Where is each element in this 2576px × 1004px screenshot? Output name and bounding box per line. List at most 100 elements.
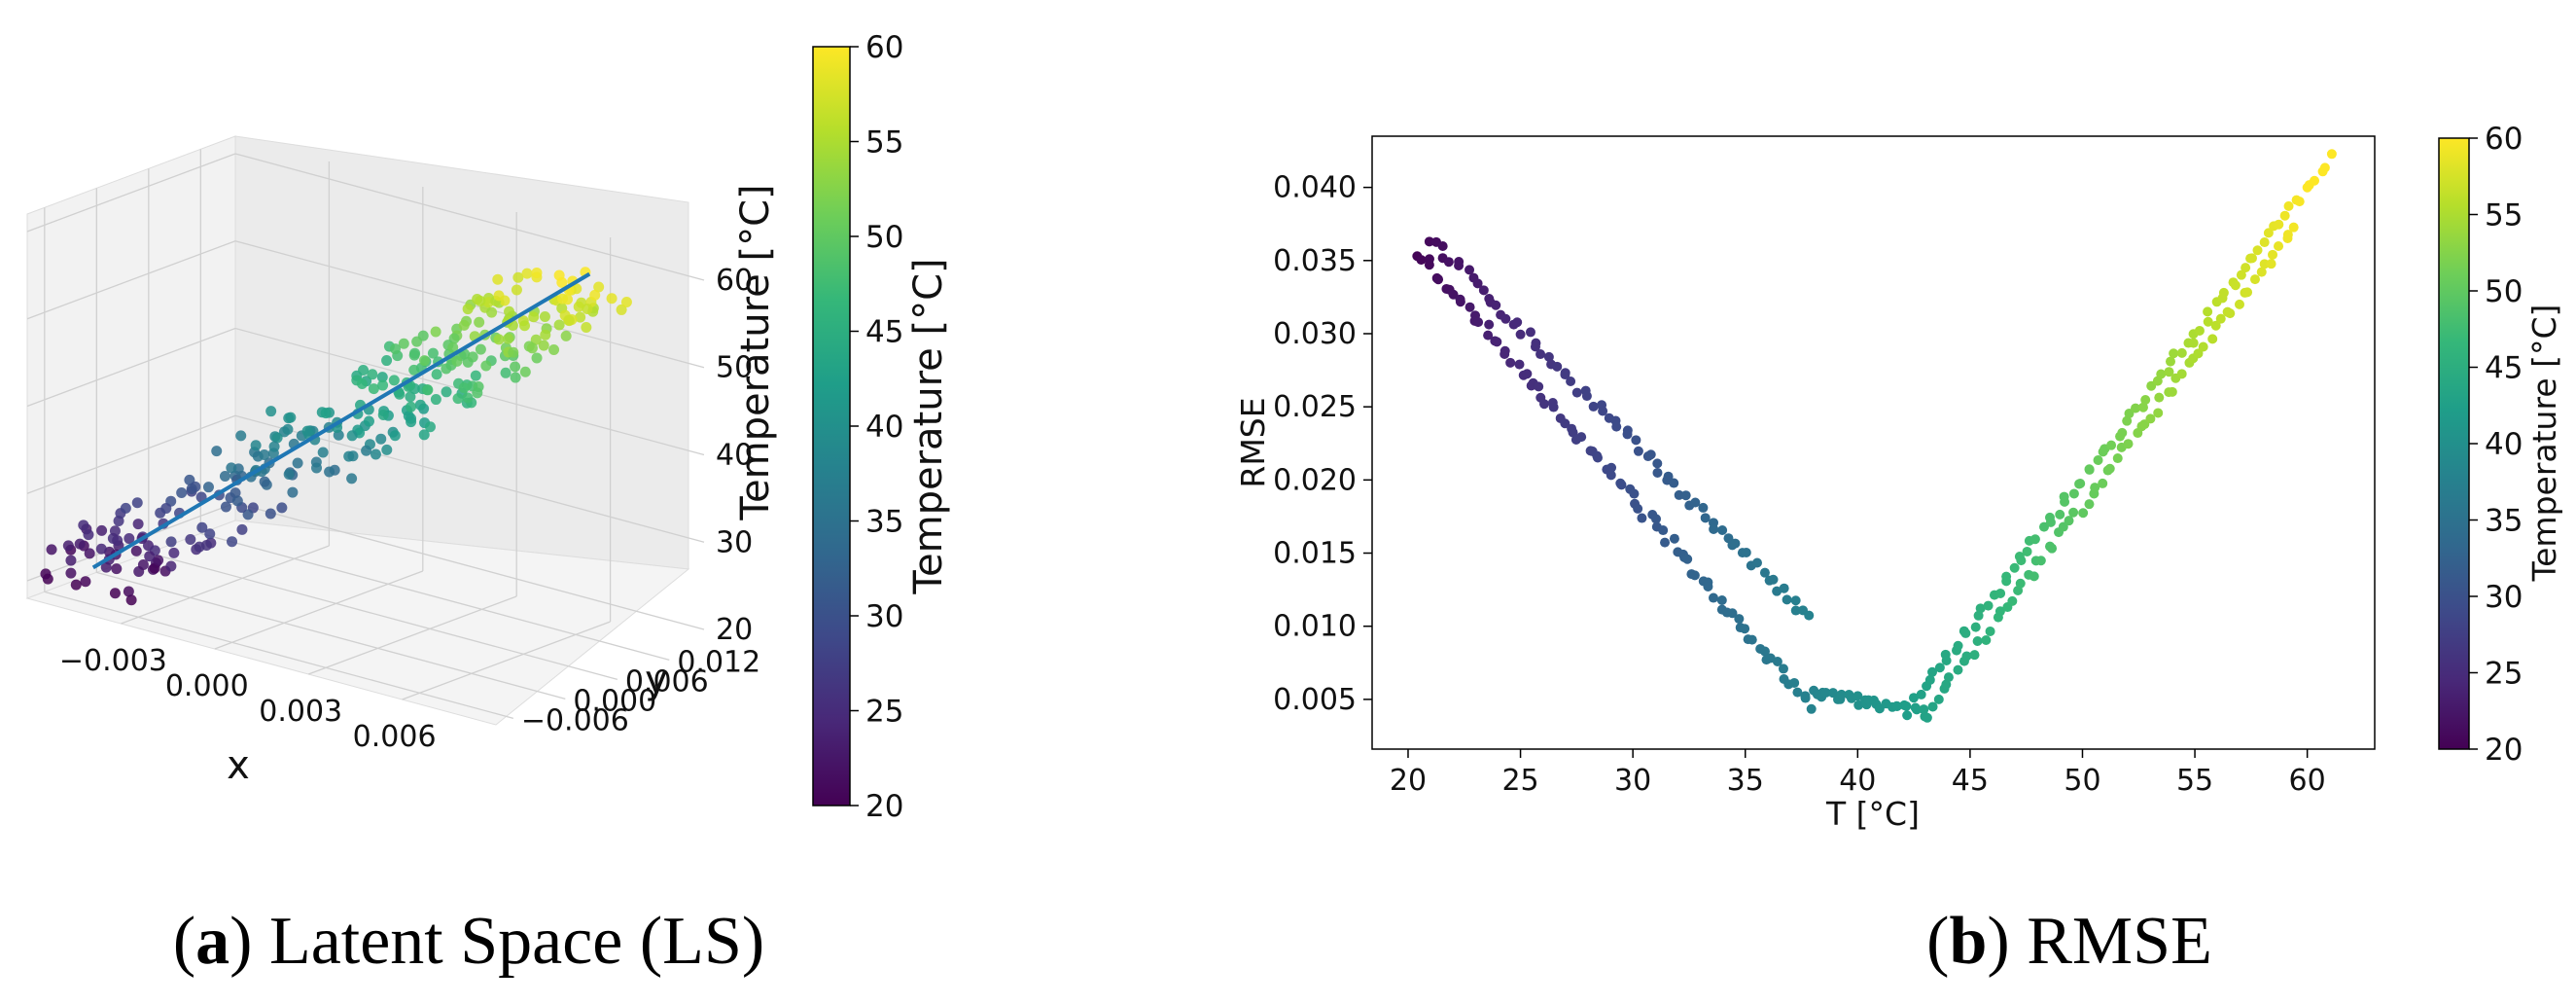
rmse-point: [1525, 327, 1535, 338]
data-point: [458, 382, 470, 394]
rmse-point: [2319, 162, 2330, 173]
grid-line: [26, 327, 236, 408]
colorbar-tick-label: 55: [865, 126, 903, 161]
rmse-point: [2246, 253, 2257, 264]
y-tick-label-b: 0.040: [1273, 171, 1357, 205]
data-point: [480, 360, 492, 372]
rmse-point: [1689, 570, 1700, 581]
grid-line: [96, 571, 566, 699]
data-point: [202, 482, 214, 493]
data-point: [320, 408, 332, 419]
data-point: [526, 342, 538, 354]
data-point: [131, 497, 143, 509]
rmse-point: [1985, 626, 1995, 636]
data-point: [589, 289, 601, 301]
data-point: [431, 369, 442, 380]
data-point: [124, 532, 135, 544]
rmse-point: [2218, 287, 2229, 298]
rmse-point: [2059, 491, 2069, 502]
grid-line: [234, 502, 705, 630]
rmse-point: [1478, 285, 1489, 296]
rmse-point: [1924, 674, 1935, 685]
colorbar-tick-label: 60: [865, 30, 903, 65]
data-point: [381, 444, 393, 455]
x-tick-label: −0.003: [59, 644, 167, 678]
rmse-point: [1611, 421, 1622, 432]
data-point: [510, 372, 521, 383]
rmse-point: [1448, 289, 1459, 300]
data-point: [160, 502, 172, 514]
data-point: [452, 393, 464, 405]
colorbar-tick-label: 40: [2485, 427, 2523, 462]
rmse-point: [1789, 677, 1800, 688]
data-point: [539, 311, 550, 323]
data-point: [447, 341, 459, 353]
data-point: [472, 387, 483, 399]
rmse-point: [2064, 516, 2074, 526]
data-point: [467, 351, 478, 363]
rmse-point: [2029, 534, 2040, 545]
data-point: [317, 447, 329, 458]
rmse-point: [1994, 606, 2005, 617]
data-point: [441, 386, 452, 398]
rmse-point: [1629, 488, 1640, 499]
rmse-point: [2266, 259, 2276, 269]
x-tick-label-b: 20: [1390, 764, 1427, 798]
rmse-point: [1416, 255, 1427, 266]
data-point: [414, 399, 426, 411]
data-point: [84, 548, 95, 559]
data-point: [168, 547, 180, 558]
data-point: [242, 509, 254, 520]
rmse-point: [2234, 299, 2244, 309]
data-point: [389, 343, 401, 355]
rmse-point: [1669, 478, 1679, 488]
caption-a: (a) Latent Space (LS): [173, 904, 764, 979]
data-point: [593, 281, 605, 293]
scatter-points-3d: [40, 267, 632, 606]
rmse-point: [1530, 341, 1540, 352]
grid-line: [26, 414, 236, 494]
data-point: [451, 355, 463, 367]
rmse-point: [1836, 689, 1847, 699]
rmse-point: [2156, 369, 2167, 379]
grid-line: [26, 153, 236, 233]
grid-line: [200, 532, 670, 661]
rmse-point: [1616, 480, 1627, 490]
data-point: [96, 524, 108, 536]
rmse-point: [1916, 689, 1926, 699]
rmse-point: [2009, 562, 2020, 573]
rmse-point: [2137, 402, 2148, 412]
rmse-point: [2198, 341, 2208, 352]
rmse-point: [1606, 462, 1617, 473]
data-point: [368, 383, 379, 395]
rmse-point: [1512, 317, 1523, 328]
rmse-point: [2078, 508, 2089, 519]
caption-b: (b) RMSE: [1926, 904, 2212, 979]
rmse-point: [1651, 514, 1662, 524]
data-point: [83, 529, 94, 541]
colorbar-tick-label: 45: [865, 315, 903, 350]
rmse-point: [2035, 556, 2046, 566]
rmse-point: [2112, 453, 2123, 464]
rmse-point: [1790, 595, 1801, 606]
data-point: [376, 372, 388, 383]
data-point: [411, 336, 423, 347]
data-point: [388, 375, 400, 386]
data-point: [346, 430, 358, 442]
z-tick-label: 30: [716, 525, 753, 559]
rmse-point: [2263, 228, 2274, 238]
rmse-point: [1730, 538, 1741, 549]
rmse-point: [1703, 581, 1713, 592]
rmse-point: [1768, 574, 1779, 585]
x-tick-label: 0.000: [165, 669, 249, 703]
data-point: [458, 319, 470, 331]
rmse-point: [1995, 588, 2006, 598]
z-tick-label: 50: [716, 351, 753, 385]
colorbar-tick-label: 45: [2485, 351, 2523, 386]
rmse-point: [1588, 401, 1599, 412]
rmse-point: [1645, 449, 1656, 460]
data-point: [531, 352, 543, 364]
rmse-point: [1927, 666, 1938, 677]
data-point: [493, 290, 505, 302]
data-point: [510, 361, 521, 373]
